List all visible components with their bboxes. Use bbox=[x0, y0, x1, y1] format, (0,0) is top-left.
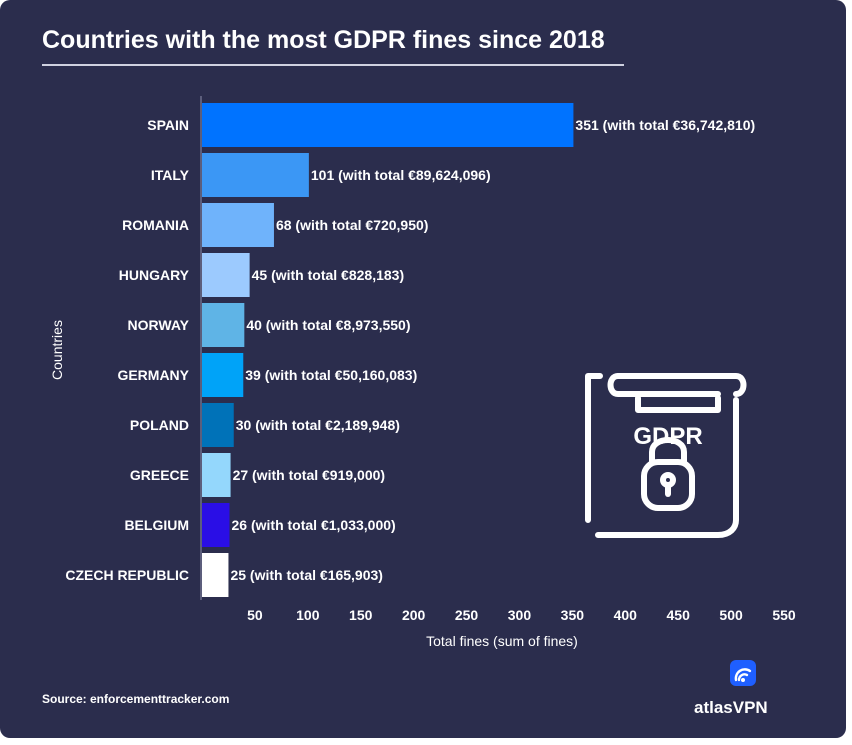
x-tick-label: 200 bbox=[402, 607, 426, 623]
bar-belgium bbox=[202, 503, 230, 547]
brand-name: atlasVPN bbox=[694, 698, 768, 717]
category-label: GREECE bbox=[130, 467, 189, 483]
gdpr-document-icon: GDPR bbox=[585, 373, 747, 538]
bar-greece bbox=[202, 453, 231, 497]
source-note: Source: enforcementtracker.com bbox=[42, 692, 230, 706]
y-axis-title: Countries bbox=[49, 320, 65, 380]
data-label: 25 (with total €165,903) bbox=[230, 567, 383, 583]
data-label: 39 (with total €50,160,083) bbox=[245, 367, 417, 383]
data-label: 26 (with total €1,033,000) bbox=[232, 517, 396, 533]
bar-czech-republic bbox=[202, 553, 229, 597]
brand-logo: atlasVPN bbox=[694, 660, 794, 720]
x-tick-label: 300 bbox=[508, 607, 532, 623]
category-label: GERMANY bbox=[117, 367, 189, 383]
bar-italy bbox=[202, 153, 309, 197]
data-label: 40 (with total €8,973,550) bbox=[246, 317, 410, 333]
category-label: HUNGARY bbox=[119, 267, 190, 283]
data-label: 30 (with total €2,189,948) bbox=[236, 417, 400, 433]
category-label: ITALY bbox=[151, 167, 190, 183]
category-label: BELGIUM bbox=[124, 517, 189, 533]
data-label: 101 (with total €89,624,096) bbox=[311, 167, 491, 183]
bar-spain bbox=[202, 103, 574, 147]
x-tick-label: 250 bbox=[455, 607, 479, 623]
bar-romania bbox=[202, 203, 274, 247]
bar-poland bbox=[202, 403, 234, 447]
data-label: 68 (with total €720,950) bbox=[276, 217, 429, 233]
gdpr-icon-label: GDPR bbox=[633, 423, 702, 450]
category-label: ROMANIA bbox=[122, 217, 189, 233]
data-label: 45 (with total €828,183) bbox=[252, 267, 405, 283]
x-axis-title: Total fines (sum of fines) bbox=[426, 633, 578, 649]
x-tick-label: 100 bbox=[296, 607, 320, 623]
x-tick-label: 150 bbox=[349, 607, 373, 623]
x-tick-label: 550 bbox=[772, 607, 796, 623]
category-label: NORWAY bbox=[128, 317, 190, 333]
x-tick-label: 350 bbox=[561, 607, 585, 623]
bar-hungary bbox=[202, 253, 250, 297]
bar-germany bbox=[202, 353, 244, 397]
category-label: SPAIN bbox=[147, 117, 189, 133]
atlasvpn-logo-icon bbox=[730, 660, 756, 686]
category-label: POLAND bbox=[130, 417, 189, 433]
data-label: 351 (with total €36,742,810) bbox=[575, 117, 755, 133]
bar-norway bbox=[202, 303, 245, 347]
title-underline bbox=[42, 64, 624, 66]
x-tick-label: 500 bbox=[719, 607, 743, 623]
x-tick-label: 50 bbox=[247, 607, 263, 623]
x-tick-label: 400 bbox=[614, 607, 638, 623]
category-label: CZECH REPUBLIC bbox=[65, 567, 189, 583]
x-tick-label: 450 bbox=[667, 607, 691, 623]
data-label: 27 (with total €919,000) bbox=[233, 467, 386, 483]
chart-title: Countries with the most GDPR fines since… bbox=[42, 26, 605, 54]
